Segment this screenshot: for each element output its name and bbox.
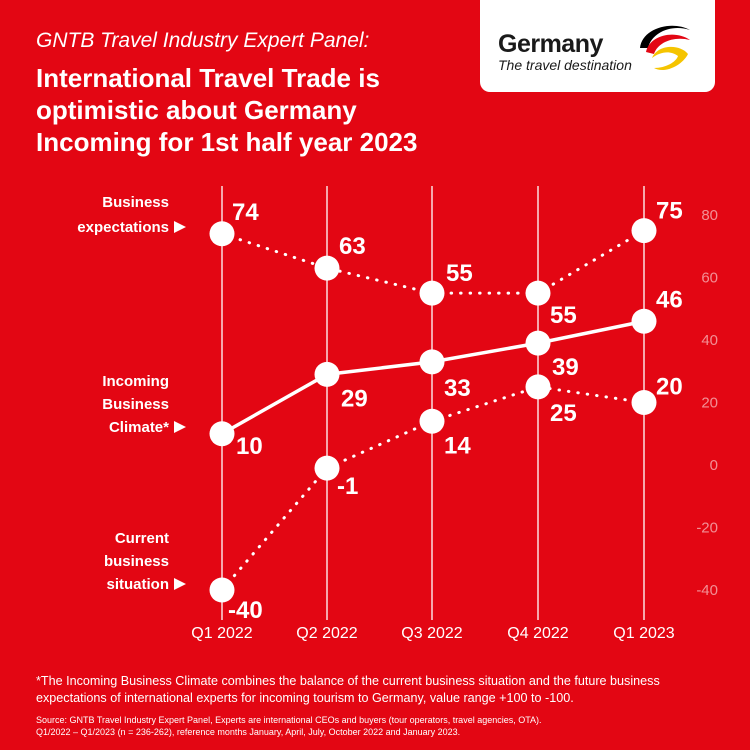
data-label-0-0: 74 xyxy=(232,199,259,226)
y-tick-label-5: -20 xyxy=(696,520,718,537)
series-label-1-line-1: Business xyxy=(102,396,169,413)
data-label-1-3: 39 xyxy=(552,354,579,381)
data-label-2-3: 25 xyxy=(550,400,577,427)
data-point-2-2 xyxy=(419,408,445,434)
data-label-0-2: 55 xyxy=(446,260,473,287)
germany-logo: Germany The travel destination xyxy=(480,0,715,92)
series-label-2-line-1: business xyxy=(104,553,169,570)
data-label-0-4: 75 xyxy=(656,198,683,225)
source-note: Source: GNTB Travel Industry Expert Pane… xyxy=(36,714,736,738)
x-tick-label-0: Q1 2022 xyxy=(191,625,252,642)
data-label-2-4: 20 xyxy=(656,374,683,401)
data-point-1-3 xyxy=(525,330,551,356)
data-label-1-2: 33 xyxy=(444,375,471,402)
data-point-0-4 xyxy=(631,218,657,244)
data-point-0-1 xyxy=(314,255,340,281)
data-point-2-0 xyxy=(209,577,235,603)
data-point-0-0 xyxy=(209,221,235,247)
series-label-2-line-2: situation xyxy=(107,576,170,593)
series-label-arrow-icon-2 xyxy=(174,578,186,590)
data-label-1-1: 29 xyxy=(341,385,368,412)
data-label-1-4: 46 xyxy=(656,286,683,313)
data-point-0-2 xyxy=(419,280,445,306)
data-point-1-1 xyxy=(314,361,340,387)
x-tick-label-3: Q4 2022 xyxy=(507,625,568,642)
data-label-1-0: 10 xyxy=(236,433,263,460)
chart-title: International Travel Trade is optimistic… xyxy=(36,63,418,157)
x-tick-label-4: Q1 2023 xyxy=(613,625,674,642)
source-line-1: Source: GNTB Travel Industry Expert Pane… xyxy=(36,715,542,725)
y-tick-label-2: 40 xyxy=(701,332,718,349)
data-label-2-0: -40 xyxy=(228,597,263,624)
x-tick-label-2: Q3 2022 xyxy=(401,625,462,642)
series-label-arrow-icon-0 xyxy=(174,221,186,233)
series-label-2-line-0: Current xyxy=(115,530,169,547)
y-tick-label-3: 20 xyxy=(701,395,718,412)
data-point-0-3 xyxy=(525,280,551,306)
data-label-2-1: -1 xyxy=(337,473,358,500)
series-label-0-line-0: Business xyxy=(102,194,169,211)
y-tick-label-4: 0 xyxy=(710,457,718,474)
data-point-1-2 xyxy=(419,349,445,375)
series-label-1-line-0: Incoming xyxy=(102,373,169,390)
data-point-2-4 xyxy=(631,390,657,415)
source-line-2: Q1/2022 – Q1/2023 (n = 236-262), referen… xyxy=(36,727,461,737)
data-point-1-4 xyxy=(631,308,657,334)
data-point-2-3 xyxy=(525,374,551,400)
data-point-1-0 xyxy=(209,421,235,447)
footnote: *The Incoming Business Climate combines … xyxy=(36,674,660,705)
logo-name: Germany xyxy=(498,30,603,58)
data-label-0-3: 55 xyxy=(550,302,577,329)
data-label-2-2: 14 xyxy=(444,432,471,459)
x-tick-label-1: Q2 2022 xyxy=(296,625,357,642)
series-label-arrow-icon-1 xyxy=(174,421,186,433)
kicker: GNTB Travel Industry Expert Panel: xyxy=(36,29,370,52)
logo-tagline: The travel destination xyxy=(498,57,632,73)
series-label-1-line-2: Climate* xyxy=(109,419,169,436)
germany-swoosh-icon xyxy=(640,25,690,71)
data-point-2-1 xyxy=(314,455,340,481)
y-tick-label-1: 60 xyxy=(701,270,718,287)
y-tick-label-6: -40 xyxy=(696,582,718,599)
series-label-0-line-1: expectations xyxy=(77,219,169,236)
y-tick-label-0: 80 xyxy=(701,207,718,224)
data-label-0-1: 63 xyxy=(339,233,366,260)
